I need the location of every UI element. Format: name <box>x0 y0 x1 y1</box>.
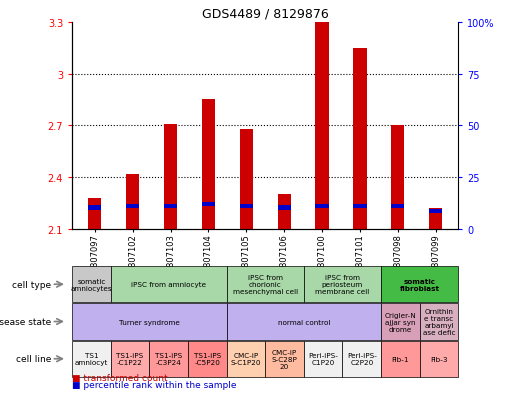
Text: CMC-iP
S-C1P20: CMC-iP S-C1P20 <box>231 352 261 366</box>
Text: ■ transformed count: ■ transformed count <box>72 373 168 382</box>
Bar <box>315 23 329 229</box>
Bar <box>391 126 404 229</box>
Text: TS1-iPS
-C3P24: TS1-iPS -C3P24 <box>155 352 182 366</box>
Text: Peri-iPS-
C2P20: Peri-iPS- C2P20 <box>347 352 377 366</box>
Bar <box>353 204 367 209</box>
Text: iPSC from
periosteum
membrane cell: iPSC from periosteum membrane cell <box>315 275 370 294</box>
Bar <box>202 100 215 229</box>
Bar <box>315 204 329 209</box>
Bar <box>88 198 101 229</box>
Bar <box>126 204 140 209</box>
Text: CMC-iP
S-C28P
20: CMC-iP S-C28P 20 <box>271 349 298 369</box>
Bar <box>202 202 215 207</box>
Bar <box>278 195 291 229</box>
Bar <box>88 206 101 210</box>
Text: somatic
fibroblast: somatic fibroblast <box>400 278 440 291</box>
Text: Ornithin
e transc
arbamyl
ase defic: Ornithin e transc arbamyl ase defic <box>423 308 455 335</box>
Bar <box>239 129 253 229</box>
Text: iPSC from
chorionic
mesenchymal cell: iPSC from chorionic mesenchymal cell <box>233 275 298 294</box>
Bar <box>164 204 177 209</box>
Bar <box>353 49 367 229</box>
Text: somatic
amniocytes: somatic amniocytes <box>71 278 112 291</box>
Text: iPSC from amniocyte: iPSC from amniocyte <box>131 282 206 287</box>
Text: TS1-iPS
-C1P22: TS1-iPS -C1P22 <box>116 352 144 366</box>
Text: ■ percentile rank within the sample: ■ percentile rank within the sample <box>72 380 236 389</box>
Text: cell line: cell line <box>16 354 52 363</box>
Title: GDS4489 / 8129876: GDS4489 / 8129876 <box>202 7 329 20</box>
Text: TS1
amniocyt: TS1 amniocyt <box>75 352 108 366</box>
Bar <box>278 206 291 210</box>
Bar <box>164 124 177 229</box>
Text: TS1-iPS
-C5P20: TS1-iPS -C5P20 <box>194 352 221 366</box>
Bar <box>429 209 442 214</box>
Text: disease state: disease state <box>0 317 52 326</box>
Bar <box>239 204 253 209</box>
Bar <box>429 209 442 229</box>
Bar <box>126 174 140 229</box>
Text: Peri-iPS-
C1P20: Peri-iPS- C1P20 <box>308 352 338 366</box>
Text: Turner syndrome: Turner syndrome <box>119 319 180 325</box>
Text: cell type: cell type <box>12 280 52 289</box>
Bar <box>391 204 404 209</box>
Text: Fib-1: Fib-1 <box>392 356 409 362</box>
Text: normal control: normal control <box>278 319 330 325</box>
Text: Fib-3: Fib-3 <box>431 356 448 362</box>
Text: Crigler-N
ajjar syn
drome: Crigler-N ajjar syn drome <box>385 312 416 332</box>
